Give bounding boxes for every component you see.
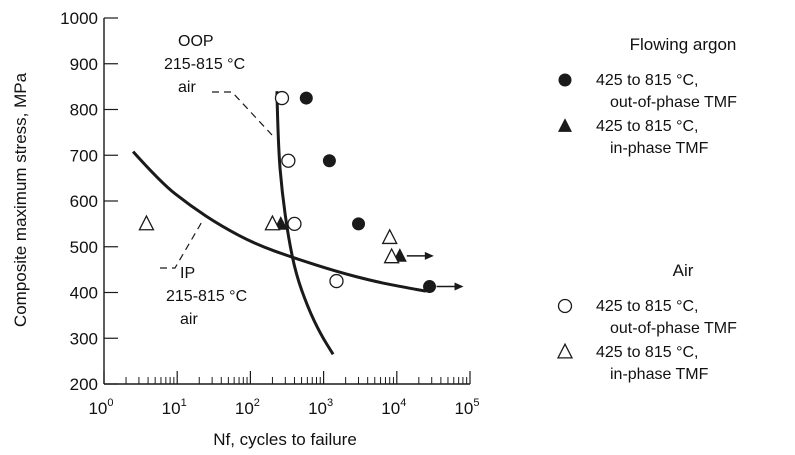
data-point [264,214,281,231]
oop-leader [212,91,273,136]
legend-label: in-phase TMF [610,140,709,157]
legend-heading: Air [673,261,694,280]
runout-arrow-head [454,282,464,291]
legend-label: 425 to 815 °C, [596,298,698,315]
x-tick-label: 104 [381,397,406,418]
x-tick-label: 102 [235,397,260,418]
curve-annotations: OOP 215-815 °C air IP 215-815 °C air [164,33,247,328]
y-tick-label: 1000 [60,9,98,28]
y-tick-label: 800 [70,101,98,120]
annotation-leaders [160,91,273,269]
legend-marker [556,342,574,359]
data-point [352,217,366,231]
y-tick-label: 900 [70,55,98,74]
y-axis-title: Composite maximum stress, MPa [11,72,30,327]
legend-label: in-phase TMF [610,366,709,383]
data-point [383,247,400,264]
x-axis-ticks: 100 101 102 103 104 105 [88,371,480,418]
ip-curve [131,150,427,293]
ip-leader [160,219,204,269]
legend-marker [557,298,573,314]
ip-label: air [180,311,198,328]
legend-heading: Flowing argon [630,35,737,54]
ip-label: IP [180,265,195,282]
y-tick-label: 500 [70,238,98,257]
oop-label: 215-815 °C [164,56,245,73]
x-tick-label: 101 [162,397,187,418]
legend-label: out-of-phase TMF [610,94,737,111]
legend-label: out-of-phase TMF [610,320,737,337]
x-axis-title: Nf, cycles to failure [213,430,357,449]
x-tick-label: 100 [88,397,113,418]
data-point [322,154,336,168]
data-points [138,90,464,294]
oop-label: air [178,79,196,96]
curves [131,91,427,356]
axes [103,18,470,385]
data-point [299,91,313,105]
data-point [138,214,155,231]
legend-label: 425 to 815 °C, [596,344,698,361]
data-point [287,216,302,232]
data-point [381,228,398,245]
data-point [329,273,344,289]
legend-marker [558,118,572,132]
legend-marker [558,73,572,87]
y-axis-ticks: 200 300 400 500 600 700 800 900 1000 [60,9,118,394]
y-tick-label: 300 [70,329,98,348]
runout-arrow-head [424,251,434,260]
legend-label: 425 to 815 °C, [596,118,698,135]
legend-label: 425 to 815 °C, [596,72,698,89]
ip-label: 215-815 °C [166,288,247,305]
legend: Flowing argon 425 to 815 °C, out-of-phase … [556,35,737,383]
data-point [281,153,296,168]
y-tick-label: 600 [70,192,98,211]
y-tick-label: 400 [70,284,98,303]
oop-label: OOP [178,33,214,50]
data-point [423,280,437,294]
y-tick-label: 200 [70,375,98,394]
oop-curve [275,91,335,356]
x-tick-label: 105 [454,397,479,418]
x-tick-label: 103 [308,397,333,418]
y-tick-label: 700 [70,146,98,165]
data-point [274,90,290,106]
